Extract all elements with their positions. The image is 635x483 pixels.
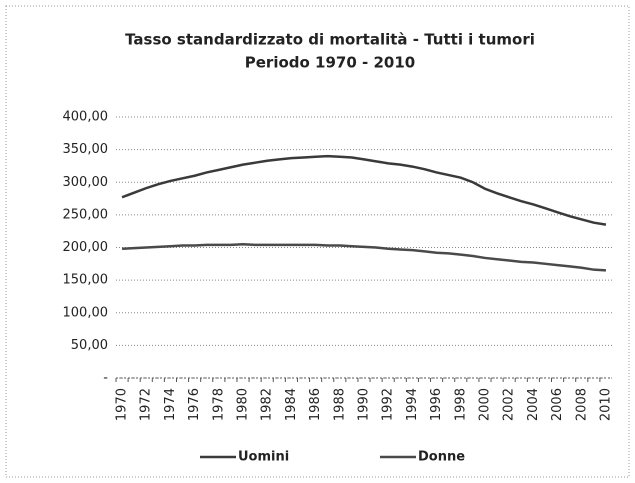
y-tick-label: 100,00 [63,305,109,320]
y-tick-label: 350,00 [63,142,109,157]
x-tick-label: 1972 [139,388,154,421]
chart-title: Tasso standardizzato di mortalità - Tutt… [125,31,535,49]
x-tick-label: 1980 [236,388,251,421]
x-tick-label: 2008 [574,388,589,421]
chart-subtitle: Periodo 1970 - 2010 [245,54,415,72]
x-tick-label: 1974 [163,388,178,421]
x-tick-label: 1990 [357,388,372,421]
chart-frame [5,5,630,478]
x-tick-label: 1998 [453,388,468,421]
x-tick-label: 2000 [477,388,492,421]
x-tick-label: 2004 [526,388,541,421]
x-tick-label: 1976 [187,388,202,421]
x-tick-label: 1984 [284,388,299,421]
legend-label: Uomini [238,450,289,465]
y-tick-label: 50,00 [71,338,108,353]
x-tick-label: 1982 [260,388,275,421]
x-tick-label: 1970 [115,388,130,421]
x-tick-label: 1978 [211,388,226,421]
y-tick-label: - [103,371,108,386]
series-line [121,242,607,272]
x-tick-label: 1986 [308,388,323,421]
y-tick-label: 250,00 [63,207,109,222]
y-tick-label: 400,00 [63,110,109,125]
y-tick-label: 200,00 [63,240,109,255]
x-tick-label: 2006 [550,388,565,421]
x-tick-label: 1996 [429,388,444,421]
series-line [121,154,607,226]
x-tick-label: 1988 [332,388,347,421]
y-tick-label: 150,00 [63,273,109,288]
x-tick-label: 2010 [598,388,613,421]
x-tick-label: 2002 [502,388,517,421]
x-tick-label: 1992 [381,388,396,421]
legend-label: Donne [418,450,465,465]
y-tick-label: 300,00 [63,175,109,190]
x-tick-label: 1994 [405,388,420,421]
